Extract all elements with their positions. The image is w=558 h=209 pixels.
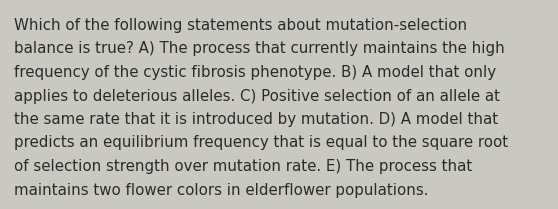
Text: balance is true? A) The process that currently maintains the high: balance is true? A) The process that cur…: [14, 42, 505, 56]
Text: of selection strength over mutation rate. E) The process that: of selection strength over mutation rate…: [14, 159, 472, 174]
Text: applies to deleterious alleles. C) Positive selection of an allele at: applies to deleterious alleles. C) Posit…: [14, 88, 500, 103]
Text: the same rate that it is introduced by mutation. D) A model that: the same rate that it is introduced by m…: [14, 112, 498, 127]
Text: Which of the following statements about mutation-selection: Which of the following statements about …: [14, 18, 467, 33]
Text: maintains two flower colors in elderflower populations.: maintains two flower colors in elderflow…: [14, 182, 429, 198]
Text: frequency of the cystic fibrosis phenotype. B) A model that only: frequency of the cystic fibrosis phenoty…: [14, 65, 496, 80]
Text: predicts an equilibrium frequency that is equal to the square root: predicts an equilibrium frequency that i…: [14, 135, 508, 150]
